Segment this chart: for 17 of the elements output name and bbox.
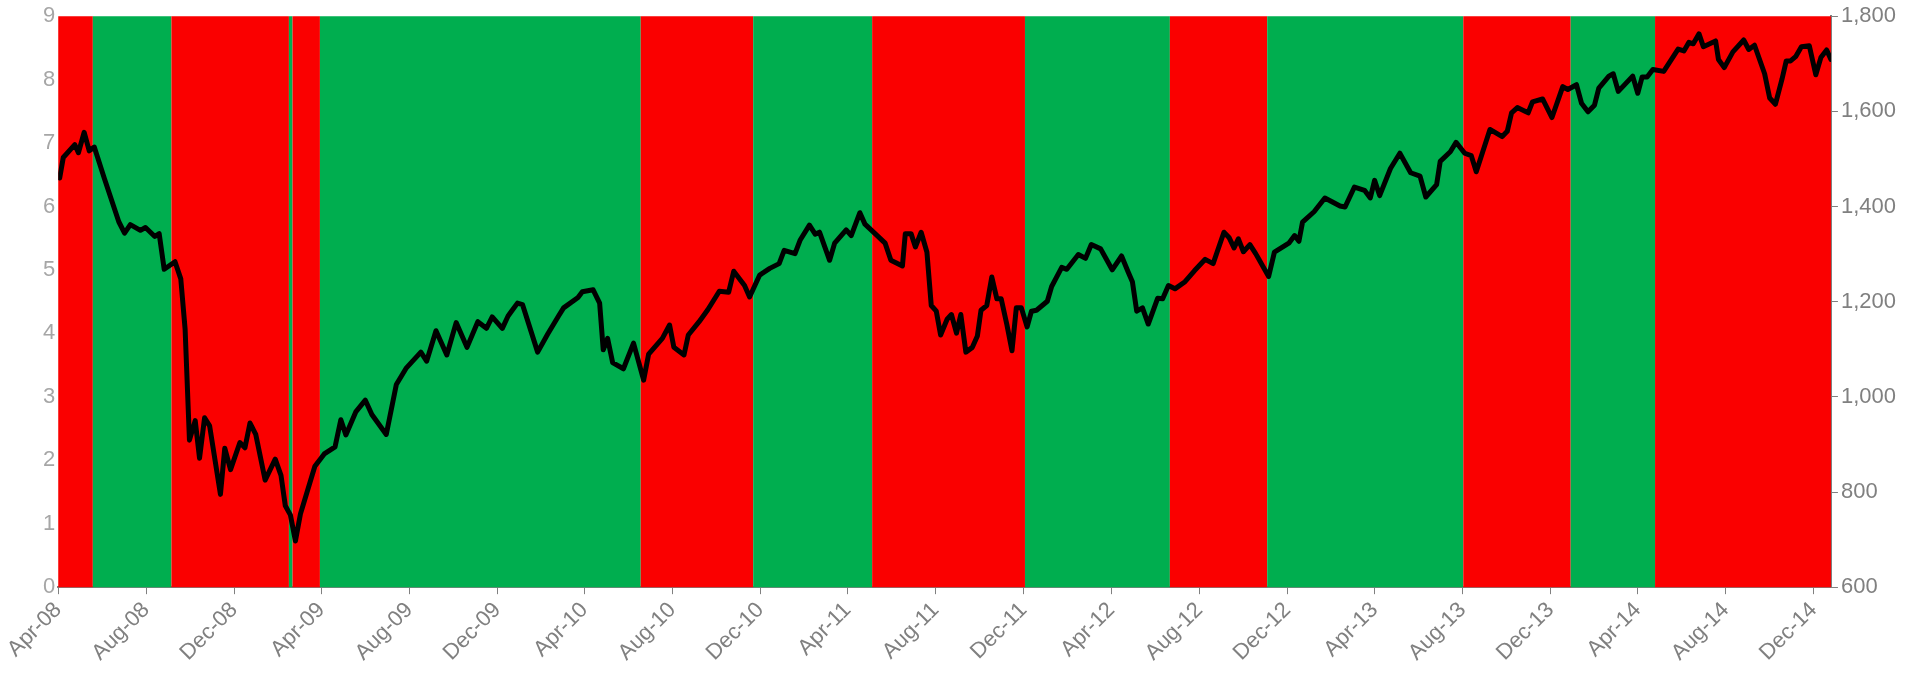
y2-tick-label: 1,400: [1840, 192, 1897, 218]
y2-tick-label: 1,200: [1840, 287, 1897, 313]
y-tick-label: 4: [42, 319, 56, 345]
y-tick-label: 7: [42, 129, 56, 155]
y-tick-label: 1: [42, 509, 56, 535]
y2-tick-label: 600: [1840, 573, 1878, 599]
y-tick-label: 8: [42, 65, 56, 91]
y2-tick-label: 1,600: [1840, 97, 1897, 123]
y-tick-label: 2: [42, 446, 56, 472]
y2-tick-label: 1,000: [1840, 382, 1897, 408]
y-tick-label: 6: [42, 192, 56, 218]
y-tick-label: 3: [42, 382, 56, 408]
y2-tick-label: 800: [1840, 478, 1878, 504]
y-tick-label: 9: [42, 2, 56, 28]
y-tick-label: 5: [42, 256, 56, 282]
y2-tick-label: 1,800: [1840, 2, 1897, 28]
y-tick-label: 0: [42, 573, 56, 599]
